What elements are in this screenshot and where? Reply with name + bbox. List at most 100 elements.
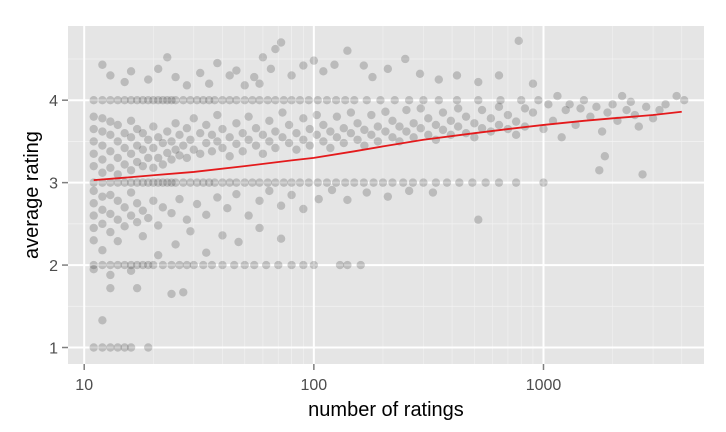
- data-point: [255, 196, 264, 205]
- data-point: [126, 67, 136, 76]
- data-point: [158, 203, 168, 212]
- data-point: [369, 178, 378, 187]
- data-point: [494, 178, 504, 187]
- data-point: [292, 128, 301, 138]
- data-point: [234, 237, 243, 247]
- data-point: [494, 102, 504, 111]
- data-point: [299, 260, 308, 270]
- data-point: [106, 227, 115, 237]
- data-point: [409, 133, 418, 142]
- data-point: [207, 147, 217, 156]
- data-point: [350, 178, 359, 187]
- data-point: [330, 60, 339, 69]
- data-point: [113, 96, 122, 105]
- data-point: [265, 137, 274, 146]
- data-point: [199, 260, 208, 270]
- data-point: [182, 81, 192, 90]
- data-point: [113, 215, 122, 224]
- data-point: [98, 219, 107, 229]
- data-point: [248, 178, 257, 187]
- data-point: [276, 38, 286, 47]
- data-point: [225, 152, 234, 161]
- data-point: [520, 104, 530, 113]
- y-tick-label: 3: [49, 176, 58, 193]
- data-point: [641, 102, 651, 111]
- data-point: [477, 124, 487, 133]
- data-point: [258, 53, 268, 62]
- data-point: [132, 283, 142, 293]
- data-point: [557, 133, 566, 142]
- data-point: [309, 56, 319, 65]
- data-point: [356, 260, 365, 270]
- data-point: [223, 203, 232, 213]
- data-point: [419, 178, 428, 187]
- data-point: [132, 124, 142, 134]
- data-point: [232, 178, 241, 187]
- data-point: [595, 166, 604, 175]
- data-point: [240, 260, 249, 270]
- data-point: [98, 155, 107, 164]
- data-point: [89, 112, 98, 121]
- data-point: [113, 260, 122, 270]
- data-point: [312, 110, 321, 120]
- data-point: [438, 125, 448, 135]
- data-point: [126, 211, 136, 220]
- data-point: [470, 133, 479, 142]
- data-point: [299, 204, 308, 214]
- data-point: [182, 215, 192, 224]
- data-point: [511, 130, 521, 140]
- data-point: [171, 145, 180, 154]
- data-point: [202, 120, 211, 130]
- data-point: [461, 112, 471, 121]
- data-point: [106, 178, 115, 187]
- data-point: [331, 96, 341, 105]
- data-point: [343, 46, 352, 55]
- data-point: [287, 71, 296, 80]
- data-point: [144, 178, 153, 187]
- data-point: [312, 130, 321, 140]
- data-point: [106, 117, 115, 126]
- data-point: [322, 96, 332, 105]
- data-point: [263, 178, 272, 187]
- data-point: [655, 105, 664, 115]
- data-point: [404, 96, 414, 105]
- data-point: [250, 72, 259, 82]
- data-point: [373, 122, 383, 131]
- data-point: [182, 153, 192, 163]
- data-point: [120, 343, 129, 352]
- data-point: [218, 96, 227, 105]
- trend-line: [93, 110, 682, 182]
- data-point: [232, 119, 241, 128]
- data-point: [126, 133, 136, 142]
- data-point: [167, 289, 176, 299]
- data-point: [561, 105, 570, 115]
- data-point: [255, 223, 264, 233]
- data-point: [132, 96, 142, 105]
- data-point: [89, 343, 98, 352]
- x-tick-label: 1000: [526, 377, 562, 394]
- data-point: [431, 178, 441, 187]
- data-point: [271, 44, 280, 54]
- data-point: [503, 110, 513, 120]
- data-point: [182, 124, 192, 133]
- data-point: [163, 127, 172, 136]
- data-point: [154, 96, 163, 105]
- data-point: [120, 260, 129, 270]
- data-point: [251, 141, 261, 150]
- data-point: [132, 157, 142, 167]
- data-point: [571, 120, 580, 130]
- data-point: [144, 96, 153, 105]
- data-point: [388, 133, 397, 142]
- data-point: [149, 96, 158, 105]
- data-point: [192, 199, 202, 209]
- data-points: [89, 36, 689, 352]
- data-point: [402, 105, 411, 115]
- data-point: [278, 133, 287, 142]
- data-point: [313, 96, 322, 105]
- data-point: [144, 135, 153, 144]
- data-point: [431, 135, 441, 144]
- data-point: [299, 114, 308, 123]
- data-point: [455, 178, 464, 187]
- data-point: [265, 116, 274, 126]
- data-point: [126, 116, 136, 126]
